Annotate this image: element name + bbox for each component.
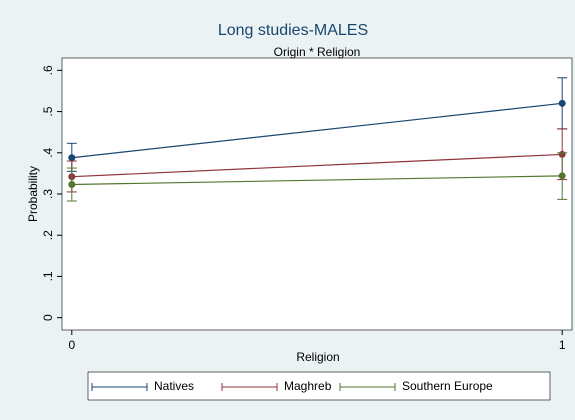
point	[558, 172, 566, 180]
y-axis-label: Probability	[26, 166, 40, 222]
chart-title: Long studies-MALES	[218, 22, 368, 39]
legend	[87, 371, 551, 401]
legend-label: Natives	[154, 379, 194, 393]
series-line	[71, 175, 563, 186]
point	[68, 181, 76, 189]
y-tick-label: 0	[41, 314, 55, 321]
y-tick-label: .1	[41, 271, 55, 281]
legend-label: Southern Europe	[402, 379, 493, 393]
point	[68, 154, 76, 162]
x-tick-label: 1	[559, 338, 566, 352]
y-tick-label: .6	[41, 65, 55, 75]
series-line	[71, 153, 563, 178]
x-axis-label: Religion	[296, 350, 339, 364]
y-tick-label: .4	[41, 147, 55, 157]
y-tick-label: .2	[41, 230, 55, 240]
y-tick-label: .5	[41, 106, 55, 116]
x-tick-label: 0	[68, 338, 75, 352]
legend-label: Maghreb	[284, 379, 332, 393]
y-tick-label: .3	[41, 189, 55, 199]
series-line	[71, 102, 563, 159]
point	[558, 99, 566, 107]
chart-subtitle: Origin * Religion	[274, 45, 361, 59]
plot-area	[61, 57, 573, 331]
